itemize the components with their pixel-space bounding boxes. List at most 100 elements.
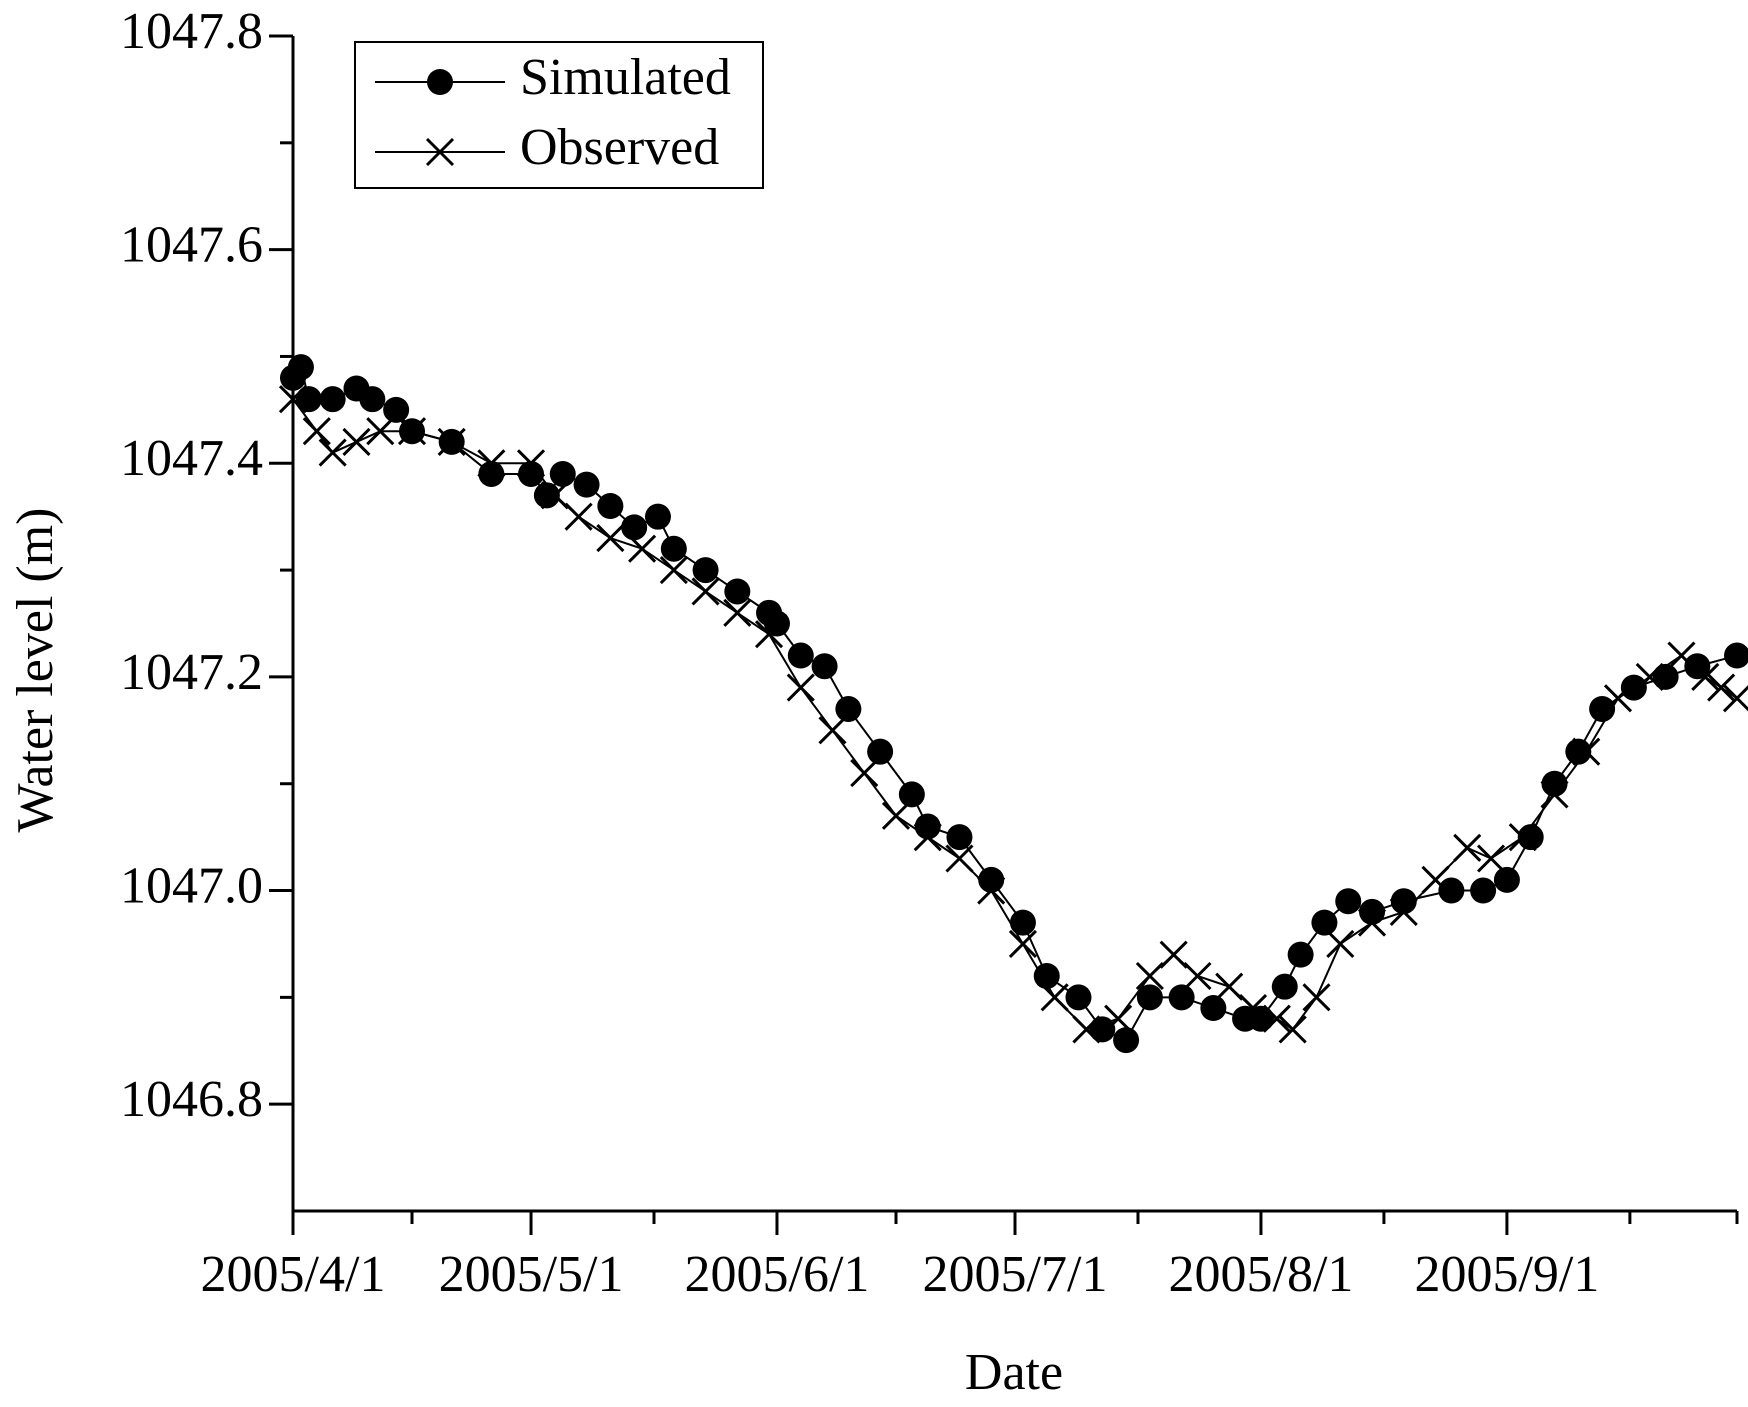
point: [1136, 984, 1163, 1011]
x-tick-label: 2005/7/1: [923, 1246, 1108, 1303]
point: [366, 417, 395, 446]
point: [1359, 898, 1386, 925]
point: [1262, 1004, 1291, 1033]
point: [1326, 929, 1355, 959]
point: [477, 449, 506, 478]
point: [295, 386, 322, 413]
point: [1667, 641, 1696, 670]
point: [881, 801, 911, 830]
point: [1508, 823, 1537, 852]
x-tick-label: 2005/4/1: [201, 1246, 386, 1303]
point: [754, 620, 784, 649]
point: [1215, 972, 1244, 1001]
point: [1072, 1015, 1101, 1044]
legend: Simulated Observed: [354, 41, 764, 189]
point: [1421, 865, 1450, 894]
point: [1476, 844, 1506, 873]
point: [437, 427, 466, 456]
point: [1040, 983, 1069, 1012]
y-tick-label: 1047.4: [120, 430, 263, 487]
point: [549, 460, 576, 487]
legend-label: Observed: [520, 119, 719, 176]
point: [621, 514, 648, 541]
point: [1565, 738, 1592, 765]
point: [628, 534, 657, 563]
point: [946, 824, 973, 851]
point: [1271, 973, 1298, 1000]
point: [1168, 984, 1195, 1011]
x-tick-label: 2005/8/1: [1169, 1246, 1354, 1303]
y-axis-title: Water level (m): [7, 508, 64, 833]
point: [1183, 961, 1212, 991]
point: [1493, 866, 1520, 893]
point: [763, 610, 790, 637]
point: [540, 481, 569, 510]
point: [660, 535, 687, 562]
point: [1684, 653, 1711, 680]
point: [659, 556, 688, 585]
y-tick-label: 1046.8: [120, 1071, 263, 1128]
series-line: [292, 364, 1738, 1042]
point: [835, 695, 862, 722]
point: [786, 673, 815, 702]
point: [811, 653, 838, 680]
point: [516, 449, 546, 478]
point: [573, 471, 600, 498]
x-tick-label: 2005/6/1: [685, 1246, 870, 1303]
point: [1540, 780, 1569, 809]
point: [319, 386, 346, 413]
legend-box: [354, 41, 764, 189]
point: [1200, 995, 1227, 1022]
point: [1033, 963, 1060, 989]
point: [1311, 909, 1338, 936]
point: [1335, 888, 1362, 915]
legend-marker: [427, 69, 453, 95]
point: [1470, 877, 1497, 904]
point: [850, 758, 879, 788]
point: [1652, 663, 1679, 690]
y-tick-label: 1047.0: [120, 857, 263, 914]
point: [945, 844, 974, 873]
point: [1390, 888, 1417, 915]
point: [1517, 824, 1544, 851]
point: [1635, 662, 1664, 691]
point: [478, 460, 505, 487]
y-tick-label: 1047.6: [120, 217, 263, 274]
legend-label: Simulated: [520, 49, 731, 106]
point: [1389, 897, 1418, 926]
point: [1009, 909, 1036, 936]
point: [1104, 1004, 1133, 1033]
x-tick-label: 2005/9/1: [1414, 1246, 1599, 1303]
point: [1008, 929, 1037, 959]
point: [278, 385, 308, 414]
point: [597, 493, 624, 519]
point: [1438, 877, 1465, 904]
y-tick-label: 1047.8: [120, 3, 263, 60]
point: [1603, 684, 1633, 713]
point: [533, 482, 560, 509]
point: [1238, 993, 1268, 1023]
point: [1691, 662, 1720, 691]
point: [1302, 983, 1331, 1012]
point: [644, 503, 671, 530]
point: [898, 781, 925, 808]
point: [1113, 1027, 1140, 1054]
point: [977, 876, 1006, 905]
point: [1247, 1005, 1274, 1032]
legend-marker: [425, 137, 455, 167]
point: [1278, 1015, 1307, 1044]
point: [691, 577, 720, 606]
point: [397, 417, 427, 446]
point: [1724, 642, 1748, 669]
point: [1541, 770, 1568, 797]
point: [1572, 737, 1601, 766]
point: [978, 866, 1005, 893]
point: [724, 578, 751, 605]
x-axis-title: Date: [965, 1344, 1063, 1401]
point: [1135, 961, 1164, 991]
y-tick-label: 1047.2: [120, 644, 263, 701]
point: [1065, 984, 1092, 1011]
point: [1159, 940, 1188, 969]
point: [287, 354, 314, 381]
